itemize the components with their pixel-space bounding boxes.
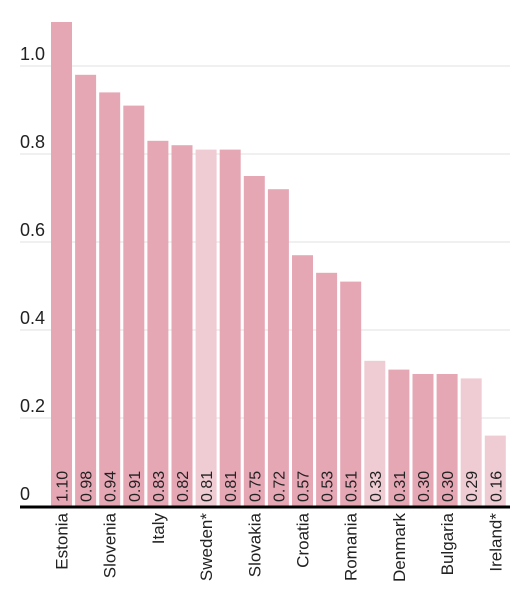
y-tick-label: 0.6: [20, 220, 45, 240]
bar: [436, 374, 458, 506]
bar: [51, 22, 72, 506]
bar: [195, 149, 217, 506]
bars: [51, 22, 506, 507]
data-label: 0.33: [368, 471, 385, 502]
bar: [412, 374, 434, 506]
y-tick-label: 1.0: [20, 44, 45, 64]
x-tick-label: Slovenia: [101, 512, 120, 578]
data-label: 0.16: [488, 471, 505, 502]
bar: [364, 360, 386, 506]
bar: [340, 281, 362, 506]
data-label: 0.72: [271, 471, 288, 502]
y-axis-tick-labels: 0 0.2 0.4 0.6 0.8 1.0: [20, 44, 45, 504]
x-tick-label: Croatia: [294, 512, 313, 567]
bar: [123, 105, 145, 506]
data-label: 0.57: [296, 471, 313, 502]
data-labels: 1.10 0.98 0.94 0.91 0.83 0.82 0.81 0.81 0.75 0.72…: [55, 471, 506, 502]
bar: [292, 255, 313, 506]
bar: [267, 189, 289, 506]
data-label: 0.51: [344, 471, 361, 502]
bar: [171, 145, 193, 506]
data-label: 0.75: [247, 471, 264, 502]
x-axis-tick-labels: Estonia Slovenia Italy Sweden* Slovakia Croat…: [53, 512, 506, 582]
data-label: 0.94: [103, 471, 120, 502]
x-tick-label: Italy: [149, 513, 168, 545]
bar: [388, 369, 410, 506]
x-tick-label: Sweden*: [197, 513, 216, 581]
data-label: 0.30: [416, 471, 433, 502]
data-label: 0.53: [320, 471, 337, 502]
bar: [75, 74, 97, 507]
y-tick-label: 0: [20, 484, 30, 504]
data-label: 0.29: [464, 471, 481, 502]
bar: [484, 435, 506, 506]
y-tick-label: 0.8: [20, 132, 45, 152]
x-tick-label: Ireland*: [486, 513, 505, 572]
y-tick-label: 0.2: [20, 396, 45, 416]
bar: [219, 149, 241, 506]
bar: [147, 140, 169, 507]
y-tick-label: 0.4: [20, 308, 45, 328]
data-label: 0.30: [440, 471, 457, 502]
data-label: 0.98: [79, 471, 96, 502]
bar: [460, 378, 482, 506]
data-label: 0.81: [223, 471, 240, 502]
x-tick-label: Romania: [342, 512, 361, 581]
x-tick-label: Estonia: [53, 512, 72, 569]
data-label: 0.83: [151, 471, 168, 502]
x-tick-label: Denmark: [390, 513, 409, 582]
x-tick-label: Bulgaria: [438, 512, 457, 575]
data-label: 0.91: [127, 471, 144, 502]
bar: [99, 92, 121, 507]
bar: [316, 272, 338, 506]
data-label: 0.31: [392, 471, 409, 502]
x-tick-label: Slovakia: [245, 512, 264, 577]
bar: [243, 176, 265, 506]
data-label: 1.10: [55, 471, 72, 502]
data-label: 0.81: [199, 471, 216, 502]
data-label: 0.82: [175, 471, 192, 502]
